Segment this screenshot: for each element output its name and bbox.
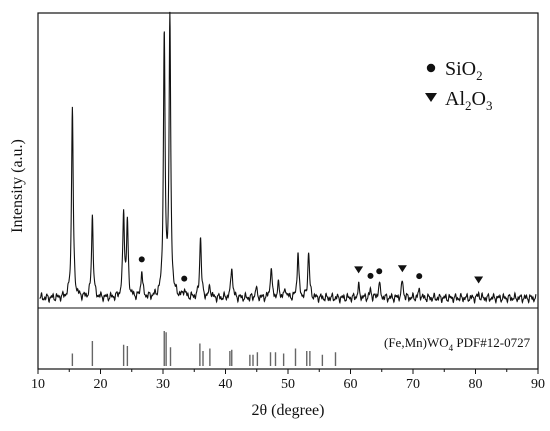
reference-pattern-label: (Fe,Mn)WO4 PDF#12-0727 (384, 335, 531, 353)
sio2-marker (181, 275, 188, 282)
sio2-marker (416, 273, 423, 280)
sio2-marker (376, 268, 383, 275)
legend-sio2-label: SiO2 (445, 58, 483, 83)
x-tick-label: 20 (94, 377, 108, 392)
sio2-marker (138, 256, 145, 263)
x-axis-title: 2θ (degree) (252, 402, 325, 419)
diffraction-line (39, 11, 537, 305)
diffraction-series (39, 11, 537, 305)
legend-sio2-marker (426, 63, 436, 73)
y-axis-title: Intensity (a.u.) (9, 139, 26, 233)
x-tick-label: 10 (31, 377, 45, 392)
phase-markers (138, 256, 484, 284)
legend-al2o3-label: Al2O3 (445, 88, 492, 113)
al2o3-marker (354, 266, 364, 274)
x-tick-label: 70 (406, 377, 420, 392)
x-tick-label: 60 (344, 377, 358, 392)
x-axis-ticks: 10 20 30 40 50 60 70 80 90 (31, 369, 545, 392)
x-tick-label: 50 (281, 377, 295, 392)
x-tick-label: 90 (531, 377, 545, 392)
legend-al2o3-marker (425, 93, 437, 102)
sio2-marker (367, 272, 374, 279)
al2o3-marker (397, 265, 407, 273)
x-tick-label: 40 (219, 377, 233, 392)
al2o3-marker (474, 276, 484, 284)
x-tick-label: 80 (469, 377, 483, 392)
legend: SiO2 Al2O3 (425, 58, 492, 113)
reference-pattern (71, 331, 337, 366)
x-tick-label: 30 (156, 377, 170, 392)
